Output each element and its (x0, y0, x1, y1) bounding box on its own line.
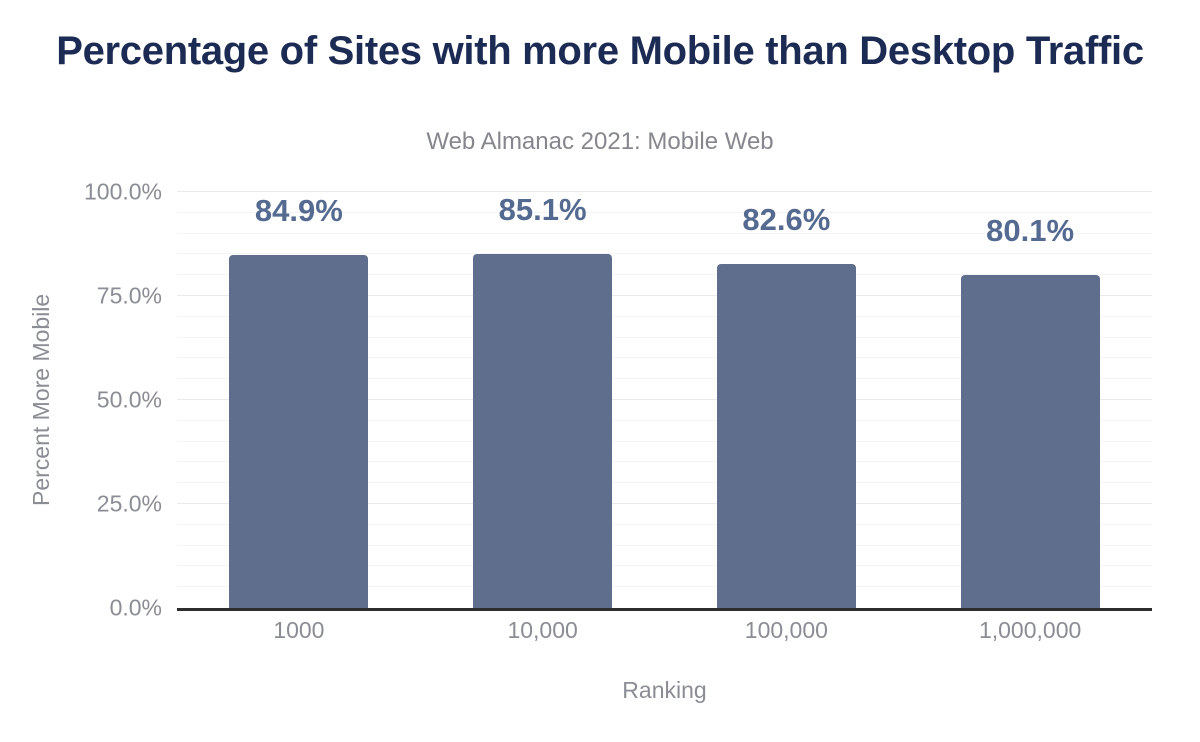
x-tick-label: 100,000 (744, 617, 828, 643)
bar-group: 82.6% (665, 192, 909, 608)
y-tick-label: 50.0% (96, 386, 162, 413)
bar-value-label: 84.9% (254, 192, 343, 228)
y-tick-label: 100.0% (83, 178, 162, 205)
minor-gridline (177, 523, 1152, 525)
chart-subtitle: Web Almanac 2021: Mobile Web (426, 128, 774, 155)
major-gridline (177, 399, 1152, 400)
plot-area: 84.9% 85.1% 82.6% 80.1% (177, 191, 1152, 611)
bar-value-label: 80.1% (986, 212, 1075, 248)
x-tick-label: 1000 (273, 617, 325, 643)
y-axis-tick-labels: 0.0% 25.0% 50.0% 75.0% 100.0% (0, 179, 162, 621)
minor-gridline (177, 440, 1152, 442)
bar-value-label: 85.1% (498, 191, 587, 227)
bar-group: 80.1% (908, 192, 1152, 608)
bar-group: 84.9% (177, 192, 421, 608)
bar (229, 254, 369, 608)
minor-gridline (177, 565, 1152, 567)
minor-gridline (177, 336, 1152, 338)
x-tick-label: 10,000 (507, 617, 578, 643)
x-axis-title: Ranking (622, 677, 707, 703)
y-tick-label: 25.0% (96, 490, 162, 517)
minor-gridline (177, 253, 1152, 255)
minor-gridline (177, 419, 1152, 421)
minor-gridline (177, 586, 1152, 588)
minor-gridline (177, 378, 1152, 380)
minor-gridline (177, 211, 1152, 213)
bar (716, 264, 856, 608)
bar-series: 84.9% 85.1% 82.6% 80.1% (177, 192, 1152, 608)
chart-title: Percentage of Sites with more Mobile tha… (56, 29, 1144, 73)
minor-gridline (177, 232, 1152, 234)
minor-gridline (177, 357, 1152, 359)
y-tick-label: 0.0% (109, 594, 162, 621)
bar (473, 253, 613, 608)
bar-group: 85.1% (421, 192, 665, 608)
minor-gridline (177, 544, 1152, 546)
bar (960, 274, 1100, 608)
x-tick-label: 1,000,000 (978, 617, 1082, 643)
x-axis-tick-labels: 1000 10,000 100,000 1,000,000 (177, 617, 1152, 644)
gridlines (177, 191, 1152, 608)
major-gridline (177, 503, 1152, 504)
major-gridline (177, 191, 1152, 192)
major-gridline (177, 295, 1152, 296)
bar-value-label: 82.6% (742, 202, 831, 238)
minor-gridline (177, 315, 1152, 317)
minor-gridline (177, 274, 1152, 276)
minor-gridline (177, 482, 1152, 484)
y-tick-label: 75.0% (96, 282, 162, 309)
minor-gridline (177, 461, 1152, 463)
